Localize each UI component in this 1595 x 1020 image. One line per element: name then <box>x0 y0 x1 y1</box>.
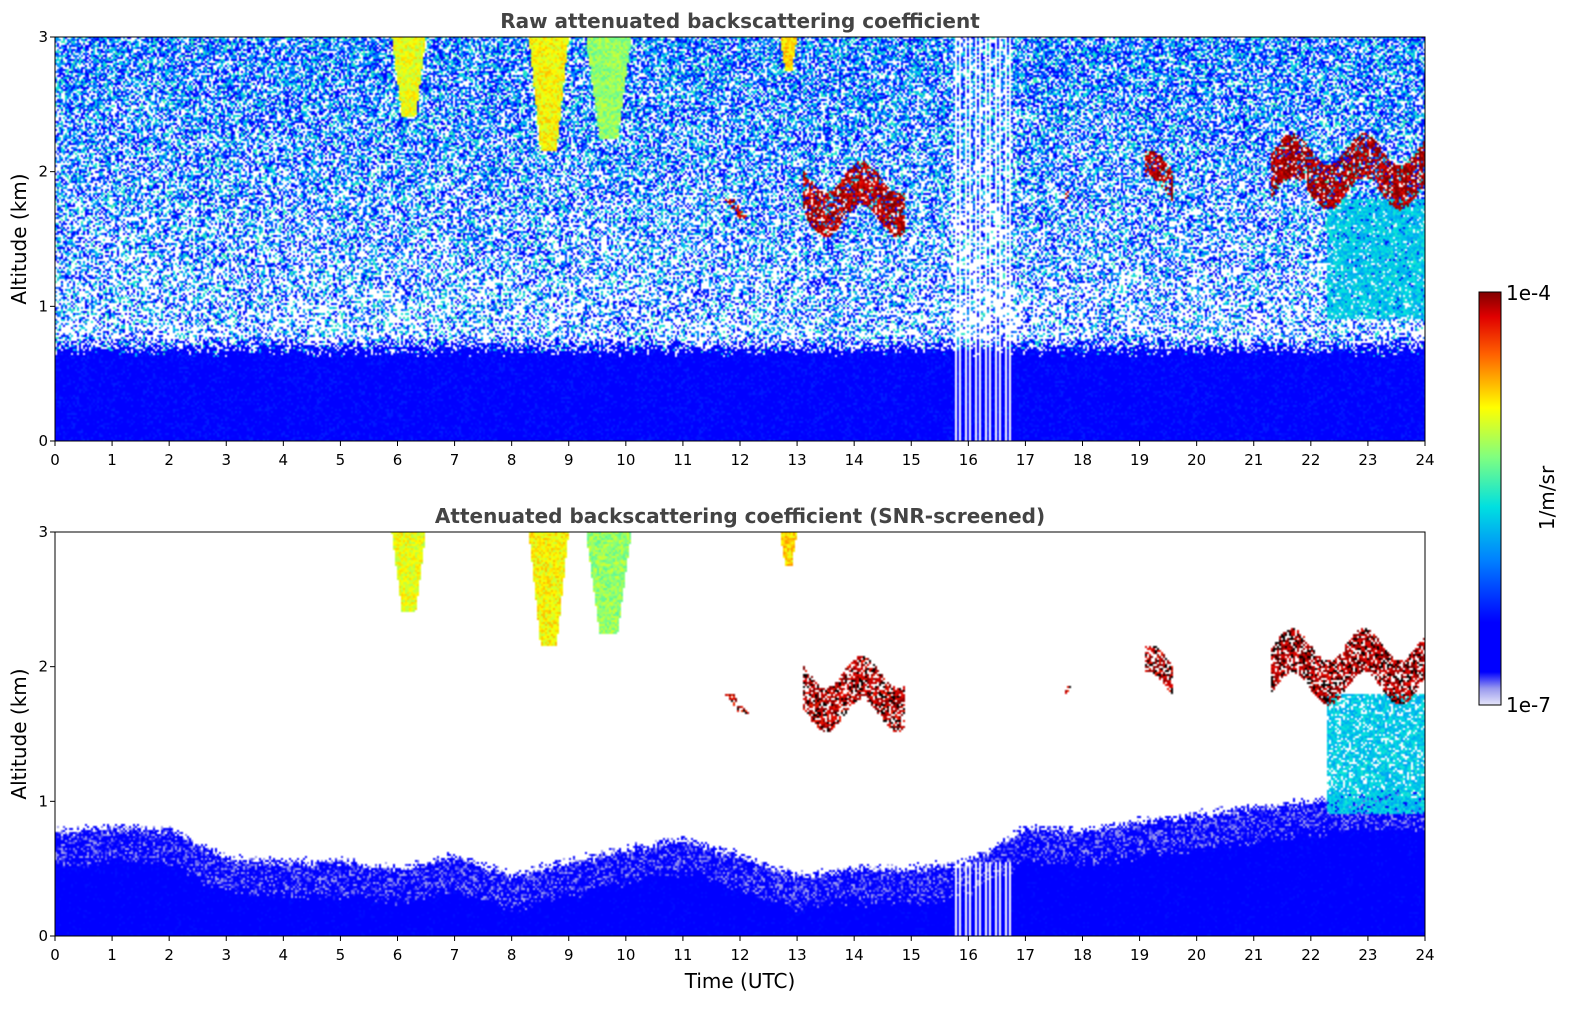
colorbar-min-label: 1e-7 <box>1506 693 1551 717</box>
x-tick-label: 9 <box>564 946 574 964</box>
panel-screened-xlabel: Time (UTC) <box>684 969 796 993</box>
panel-raw-heatmap <box>55 37 1425 441</box>
x-tick-label: 15 <box>902 451 921 469</box>
x-tick-label: 2 <box>164 946 174 964</box>
y-tick-label: 2 <box>38 163 48 181</box>
x-tick-label: 23 <box>1358 451 1377 469</box>
colorbar-frame <box>1478 291 1502 706</box>
y-tick-label: 1 <box>38 792 48 810</box>
panel-screened-heatmap <box>55 532 1425 936</box>
x-tick-label: 23 <box>1358 946 1377 964</box>
x-tick-label: 17 <box>1016 946 1035 964</box>
panel-raw-yticks: 0 1 2 3 <box>38 28 55 450</box>
x-tick-label: 16 <box>959 451 978 469</box>
x-tick-label: 20 <box>1187 451 1206 469</box>
x-tick-label: 5 <box>336 451 346 469</box>
x-tick-label: 18 <box>1073 946 1092 964</box>
y-tick-label: 0 <box>38 432 48 450</box>
panel-raw-title: Raw attenuated backscattering coefficien… <box>500 9 980 33</box>
panel-raw-ylabel: Altitude (km) <box>7 173 31 304</box>
x-tick-label: 0 <box>50 946 60 964</box>
x-tick-label: 17 <box>1016 451 1035 469</box>
x-tick-label: 24 <box>1415 946 1434 964</box>
panel-screened-ylabel: Altitude (km) <box>7 668 31 799</box>
x-tick-label: 21 <box>1244 946 1263 964</box>
x-tick-label: 8 <box>507 451 517 469</box>
x-tick-label: 13 <box>788 946 807 964</box>
x-tick-label: 4 <box>279 946 289 964</box>
panel-raw: Raw attenuated backscattering coefficien… <box>7 9 1435 469</box>
x-tick-label: 4 <box>279 451 289 469</box>
x-tick-label: 14 <box>845 451 864 469</box>
x-tick-label: 24 <box>1415 451 1434 469</box>
x-tick-label: 6 <box>393 946 403 964</box>
x-tick-label: 11 <box>673 946 692 964</box>
panel-screened: Attenuated backscattering coefficient (S… <box>7 504 1435 993</box>
x-tick-label: 14 <box>845 946 864 964</box>
x-tick-label: 21 <box>1244 451 1263 469</box>
panel-raw-xticks: 0 1 2 3 4 5 6 7 8 9 10 11 12 13 14 15 16 17 18 19 20 21 22 23 24 <box>50 441 1435 469</box>
panel-screened-yticks: 0 1 2 3 <box>38 523 55 945</box>
x-tick-label: 8 <box>507 946 517 964</box>
x-tick-label: 15 <box>902 946 921 964</box>
x-tick-label: 1 <box>107 451 117 469</box>
x-tick-label: 10 <box>616 451 635 469</box>
x-tick-label: 1 <box>107 946 117 964</box>
colorbar-label: 1/m/sr <box>1535 465 1559 530</box>
y-tick-label: 3 <box>38 523 48 541</box>
colorbar-max-label: 1e-4 <box>1506 281 1551 305</box>
x-tick-label: 2 <box>164 451 174 469</box>
x-tick-label: 20 <box>1187 946 1206 964</box>
x-tick-label: 12 <box>730 451 749 469</box>
colorbar: 1e-4 1e-7 1/m/sr <box>1478 281 1559 717</box>
x-tick-label: 3 <box>221 946 231 964</box>
x-tick-label: 5 <box>336 946 346 964</box>
x-tick-label: 13 <box>788 451 807 469</box>
x-tick-label: 22 <box>1301 451 1320 469</box>
colorbar-gradient <box>1479 292 1501 705</box>
x-tick-label: 12 <box>730 946 749 964</box>
x-tick-label: 19 <box>1130 451 1149 469</box>
x-tick-label: 16 <box>959 946 978 964</box>
y-tick-label: 3 <box>38 28 48 46</box>
x-tick-label: 19 <box>1130 946 1149 964</box>
y-tick-label: 2 <box>38 658 48 676</box>
x-tick-label: 0 <box>50 451 60 469</box>
y-tick-label: 1 <box>38 297 48 315</box>
x-tick-label: 10 <box>616 946 635 964</box>
x-tick-label: 7 <box>450 946 460 964</box>
x-tick-label: 6 <box>393 451 403 469</box>
x-tick-label: 11 <box>673 451 692 469</box>
x-tick-label: 22 <box>1301 946 1320 964</box>
panel-screened-title: Attenuated backscattering coefficient (S… <box>435 504 1045 528</box>
x-tick-label: 7 <box>450 451 460 469</box>
y-tick-label: 0 <box>38 927 48 945</box>
x-tick-label: 18 <box>1073 451 1092 469</box>
panel-screened-xticks: 0 1 2 3 4 5 6 7 8 9 10 11 12 13 14 15 16 17 18 19 20 21 22 23 24 <box>50 936 1435 964</box>
x-tick-label: 3 <box>221 451 231 469</box>
x-tick-label: 9 <box>564 451 574 469</box>
